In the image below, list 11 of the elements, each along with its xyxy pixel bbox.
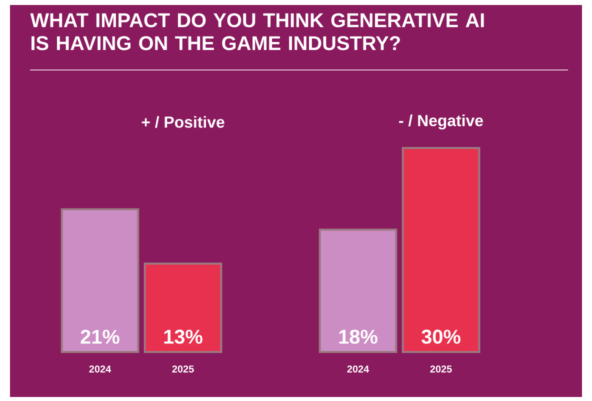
x-tick-label: 2025	[430, 366, 452, 373]
chart-title: WHAT IMPACT DO YOU THINK GENERATIVE AI IS HAVING ON THE GAME INDUSTRY?	[30, 13, 484, 50]
x-tick-label: 2024	[89, 366, 112, 373]
chart-subtitle: - / Negative	[399, 114, 483, 130]
data-label: 30%	[422, 330, 460, 344]
data-label: 13%	[164, 330, 202, 344]
x-tick-label: 2025	[172, 366, 194, 373]
data-label: 18%	[339, 330, 378, 344]
data-label: 21%	[80, 330, 120, 344]
x-tick-label: 2024	[347, 366, 370, 373]
chart-subtitle: + / Positive	[142, 116, 224, 128]
